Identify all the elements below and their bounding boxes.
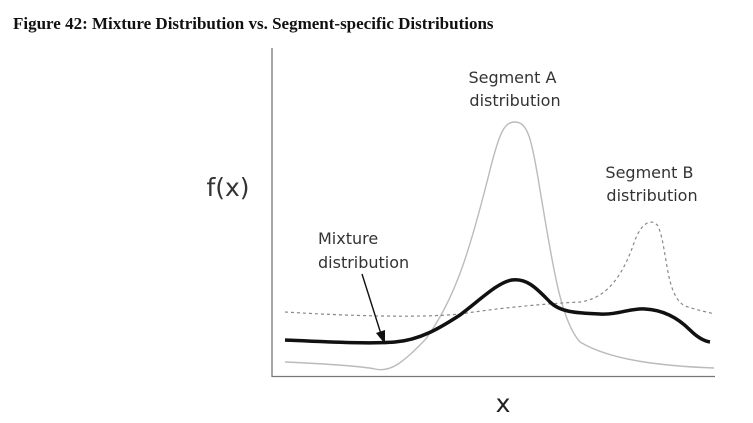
annotation-line: Segment A	[468, 68, 556, 87]
annotation-line: Segment B	[605, 163, 693, 182]
annotation-line: Mixture	[318, 229, 378, 248]
annotation: Segment A distribution	[468, 68, 561, 110]
annotation: Mixture distribution	[318, 229, 409, 272]
segment-b-curve	[284, 221, 715, 317]
segment-a-curve	[284, 121, 715, 371]
y-axis-label: f(x)	[206, 173, 249, 202]
mixture-curve	[284, 278, 711, 345]
x-axis-label: x	[496, 389, 511, 418]
arrow-head	[376, 330, 385, 344]
annotation-line: distribution	[469, 91, 560, 110]
annotation-line: distribution	[606, 186, 697, 205]
annotation-line: distribution	[318, 253, 409, 272]
annotation: Segment B distribution	[605, 163, 698, 205]
figure-title: Figure 42: Mixture Distribution vs. Segm…	[13, 14, 494, 33]
arrow	[361, 273, 382, 335]
